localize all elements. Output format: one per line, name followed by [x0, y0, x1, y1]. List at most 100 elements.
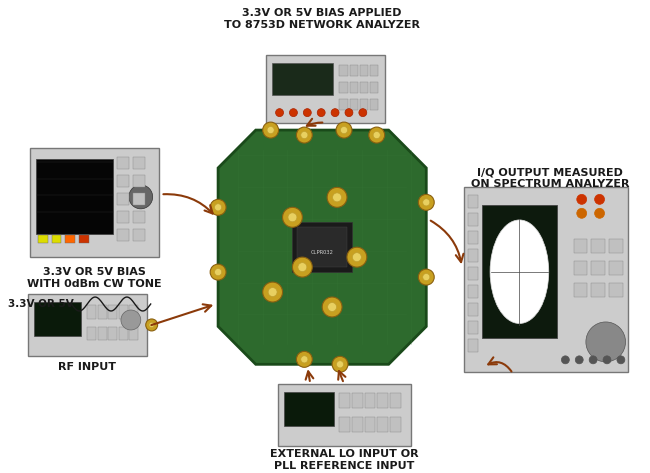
Text: RF INPUT: RF INPUT: [58, 362, 116, 372]
Bar: [390, 393, 400, 409]
Circle shape: [419, 194, 434, 210]
Circle shape: [422, 199, 430, 206]
Circle shape: [283, 207, 302, 227]
Circle shape: [146, 319, 157, 331]
Bar: [377, 417, 388, 432]
Bar: [133, 175, 145, 187]
Circle shape: [336, 122, 352, 138]
Circle shape: [617, 356, 625, 364]
Circle shape: [263, 122, 279, 138]
Circle shape: [562, 356, 569, 364]
Bar: [573, 239, 588, 253]
Bar: [118, 193, 129, 205]
Bar: [66, 235, 75, 243]
Bar: [339, 82, 348, 93]
Bar: [108, 305, 117, 319]
Bar: [129, 327, 138, 341]
Circle shape: [575, 356, 583, 364]
Circle shape: [331, 109, 339, 117]
Bar: [468, 285, 478, 298]
Circle shape: [296, 127, 312, 143]
Bar: [51, 235, 62, 243]
Bar: [30, 148, 159, 257]
Bar: [468, 321, 478, 334]
Circle shape: [373, 131, 380, 139]
Bar: [283, 392, 334, 426]
Bar: [359, 99, 368, 110]
Bar: [365, 393, 375, 409]
Bar: [133, 158, 145, 169]
Bar: [339, 99, 348, 110]
Bar: [272, 63, 333, 96]
Circle shape: [149, 322, 154, 328]
Circle shape: [288, 213, 297, 222]
Bar: [468, 231, 478, 244]
Text: EXTERNAL LO INPUT OR: EXTERNAL LO INPUT OR: [270, 448, 419, 458]
Circle shape: [301, 131, 308, 139]
Bar: [350, 82, 358, 93]
Circle shape: [301, 356, 308, 363]
Bar: [359, 65, 368, 76]
Circle shape: [369, 127, 385, 143]
Bar: [365, 417, 375, 432]
Text: I/Q OUTPUT MEASURED: I/Q OUTPUT MEASURED: [477, 167, 623, 177]
Bar: [79, 235, 89, 243]
Circle shape: [337, 361, 344, 368]
Text: PLL REFERENCE INPUT: PLL REFERENCE INPUT: [274, 461, 414, 471]
Bar: [339, 65, 348, 76]
Bar: [133, 193, 145, 205]
Circle shape: [595, 194, 604, 204]
Circle shape: [210, 264, 226, 280]
Bar: [468, 213, 478, 226]
Circle shape: [292, 257, 312, 277]
Bar: [118, 211, 129, 223]
Bar: [592, 239, 605, 253]
Bar: [339, 417, 350, 432]
Circle shape: [322, 297, 342, 317]
Circle shape: [352, 253, 361, 262]
Circle shape: [327, 187, 347, 207]
Bar: [278, 384, 411, 446]
Circle shape: [345, 109, 353, 117]
Bar: [390, 417, 400, 432]
Bar: [609, 239, 623, 253]
Bar: [98, 305, 107, 319]
Bar: [609, 261, 623, 275]
Circle shape: [268, 288, 277, 297]
Bar: [133, 211, 145, 223]
Bar: [118, 175, 129, 187]
Polygon shape: [218, 130, 426, 364]
Circle shape: [586, 322, 625, 362]
Bar: [468, 267, 478, 280]
Bar: [377, 393, 388, 409]
Bar: [468, 303, 478, 316]
Circle shape: [298, 263, 307, 272]
Bar: [370, 65, 378, 76]
Circle shape: [210, 199, 226, 215]
Bar: [359, 82, 368, 93]
Bar: [592, 283, 605, 297]
Bar: [118, 158, 129, 169]
Bar: [38, 235, 47, 243]
Bar: [133, 229, 145, 241]
Circle shape: [304, 109, 311, 117]
Circle shape: [267, 126, 274, 134]
Bar: [87, 305, 96, 319]
Circle shape: [332, 356, 348, 372]
Circle shape: [589, 356, 597, 364]
Circle shape: [341, 126, 348, 134]
Bar: [464, 187, 627, 372]
Circle shape: [333, 193, 341, 202]
Circle shape: [347, 247, 367, 267]
Circle shape: [419, 269, 434, 285]
Bar: [87, 327, 96, 341]
Circle shape: [603, 356, 611, 364]
Bar: [350, 99, 358, 110]
Bar: [36, 159, 113, 234]
Circle shape: [121, 310, 141, 330]
Circle shape: [129, 185, 153, 209]
Circle shape: [595, 208, 604, 219]
Text: 3.3V OR 5V BIAS APPLIED: 3.3V OR 5V BIAS APPLIED: [242, 8, 402, 18]
Circle shape: [422, 273, 430, 280]
Bar: [352, 417, 363, 432]
